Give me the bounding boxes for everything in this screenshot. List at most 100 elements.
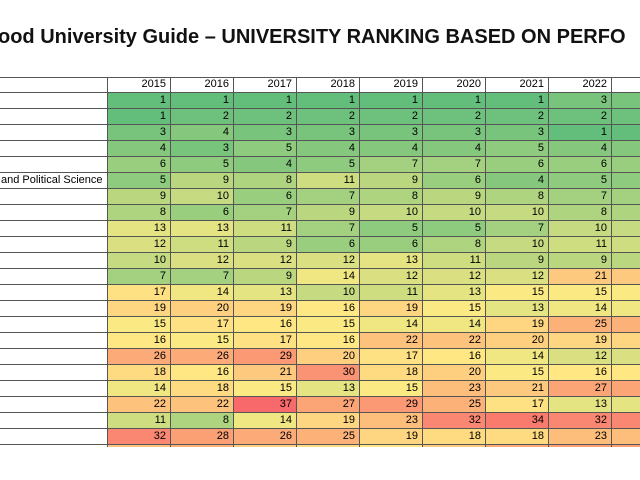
rank-cell: 4 [486,173,549,189]
rank-cell: 29 [360,397,423,413]
rank-cell-cut [612,429,640,445]
row-name [0,317,108,333]
column-header: 2018 [297,77,360,93]
rank-cell: 13 [171,221,234,237]
rank-cell: 16 [549,365,612,381]
rank-cell-cut [612,397,640,413]
rank-cell: 1 [423,93,486,109]
rank-cell: 8 [486,189,549,205]
rank-cell-cut [612,205,640,221]
rank-cell: 6 [171,205,234,221]
rank-cell: 37 [234,397,297,413]
rank-cell: 6 [360,237,423,253]
rank-cell: 9 [234,269,297,285]
rank-cell: 12 [234,253,297,269]
rank-cell: 6 [234,189,297,205]
rank-cell: 14 [234,413,297,429]
rank-cell-cut [612,317,640,333]
rank-cell: 22 [171,397,234,413]
rank-cell: 3 [234,125,297,141]
row-name [0,349,108,365]
rank-cell: 21 [486,381,549,397]
rank-cell: 28 [549,445,612,447]
rank-cell: 13 [108,221,171,237]
rank-cell: 22 [108,397,171,413]
sheet-title: ood University Guide – UNIVERSITY RANKIN… [0,26,626,48]
rank-cell-cut [612,333,640,349]
rank-cell: 8 [171,413,234,429]
column-header: 2020 [423,77,486,93]
rank-cell: 10 [486,237,549,253]
row-name [0,109,108,125]
rank-cell: 1 [549,125,612,141]
rank-cell: 34 [486,413,549,429]
rank-cell: 32 [549,413,612,429]
rank-cell: 15 [171,333,234,349]
rank-cell: 15 [549,285,612,301]
rank-cell: 18 [486,429,549,445]
rank-cell-cut [612,237,640,253]
rank-cell: 20 [423,365,486,381]
rank-cell: 18 [360,365,423,381]
row-name [0,253,108,269]
column-header: 2022 [549,77,612,93]
rank-cell: 2 [486,109,549,125]
rank-cell: 12 [108,237,171,253]
rank-cell-cut [612,93,640,109]
row-name [0,365,108,381]
rank-cell: 7 [234,205,297,221]
rank-cell: 16 [234,317,297,333]
rank-cell: 10 [297,285,360,301]
rank-cell: 7 [486,221,549,237]
rank-cell: 13 [360,253,423,269]
rank-cell: 3 [423,125,486,141]
rank-cell: 21 [549,269,612,285]
rank-cell: 17 [486,397,549,413]
rank-cell: 20 [234,445,297,447]
rank-cell: 23 [549,429,612,445]
rank-cell: 13 [297,381,360,397]
row-name [0,93,108,109]
rank-cell: 16 [423,349,486,365]
row-name [0,221,108,237]
rank-cell: 12 [360,269,423,285]
rank-cell: 2 [171,109,234,125]
column-header: 2 [612,77,640,93]
rank-cell: 5 [171,157,234,173]
rank-cell: 4 [297,141,360,157]
row-name [0,269,108,285]
rank-cell: 5 [360,221,423,237]
column-header: 2015 [108,77,171,93]
row-name [0,157,108,173]
rank-cell: 4 [549,141,612,157]
rank-cell: 6 [423,173,486,189]
rank-cell: 1 [360,93,423,109]
rank-cell: 1 [234,93,297,109]
rank-cell: 8 [549,205,612,221]
rank-cell: 12 [486,269,549,285]
rank-cell: 11 [108,413,171,429]
rank-cell: 16 [360,445,423,447]
rank-cell-cut [612,157,640,173]
rank-cell: 15 [423,301,486,317]
rank-cell: 18 [423,429,486,445]
rank-cell: 9 [486,253,549,269]
rank-cell-cut [612,269,640,285]
rank-cell: 3 [297,125,360,141]
rank-cell-cut [612,445,640,447]
rank-cell-cut [612,349,640,365]
row-name [0,141,108,157]
rank-cell: 3 [486,125,549,141]
rank-cell: 17 [171,317,234,333]
row-name [0,125,108,141]
rank-cell: 20 [486,333,549,349]
rank-cell: 19 [108,301,171,317]
rank-cell-cut [612,173,640,189]
rank-cell: 32 [423,413,486,429]
rank-cell: 25 [171,445,234,447]
row-name: and Political Science [0,173,108,189]
rank-cell: 17 [360,349,423,365]
rank-cell: 8 [234,173,297,189]
rank-cell: 12 [171,253,234,269]
rank-cell: 10 [423,205,486,221]
